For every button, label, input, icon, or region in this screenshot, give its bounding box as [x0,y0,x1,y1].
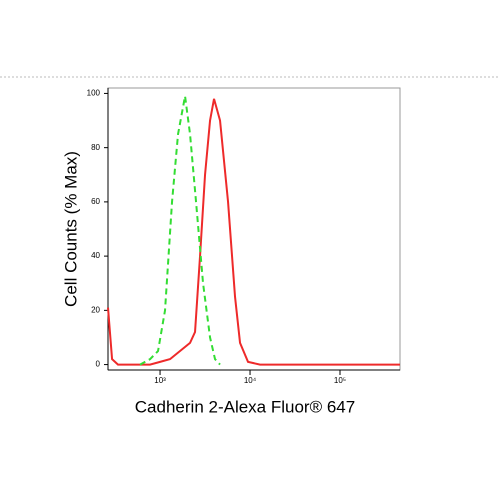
x-tick-label: 10³ [154,376,166,385]
y-tick-label: 0 [96,360,101,369]
y-tick-label: 100 [87,89,101,98]
y-tick-label: 40 [91,251,100,260]
y-tick-label: 60 [91,197,100,206]
series-line [139,95,221,366]
y-tick-label: 80 [91,143,100,152]
x-axis-label: Cadherin 2-Alexa Fluor® 647 [135,397,355,416]
x-tick-label: 10⁴ [244,376,257,385]
y-axis-label: Cell Counts (% Max) [61,151,80,307]
x-tick-label: 10⁵ [334,376,346,385]
plot-frame [107,87,401,371]
y-tick-label: 20 [91,305,100,314]
series-line [107,98,400,366]
